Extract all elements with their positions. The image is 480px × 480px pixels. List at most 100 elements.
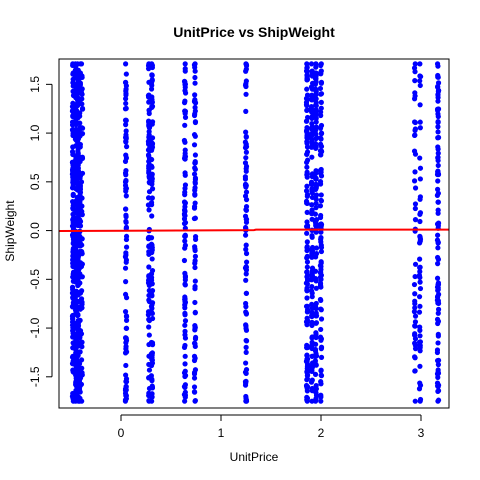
- data-point: [308, 368, 315, 374]
- data-point: [313, 229, 319, 235]
- data-point: [313, 102, 319, 108]
- data-point: [435, 367, 441, 373]
- data-point: [304, 86, 310, 92]
- data-point: [123, 128, 129, 134]
- data-point: [304, 192, 311, 198]
- data-point: [192, 166, 198, 172]
- data-point: [182, 147, 188, 153]
- data-point: [191, 98, 198, 104]
- data-point: [304, 107, 311, 113]
- data-point: [182, 81, 188, 87]
- data-point: [435, 154, 441, 160]
- data-point: [435, 383, 441, 389]
- data-point: [304, 68, 310, 74]
- data-point: [77, 189, 83, 195]
- data-point: [416, 386, 423, 392]
- data-point: [149, 391, 155, 397]
- data-point: [123, 335, 129, 341]
- data-point: [304, 157, 311, 163]
- data-point: [77, 280, 83, 286]
- data-point: [149, 178, 155, 185]
- data-point: [435, 223, 441, 229]
- data-point: [313, 331, 319, 337]
- data-point: [77, 120, 83, 126]
- data-point: [318, 62, 324, 69]
- data-point: [149, 103, 156, 109]
- data-point: [313, 115, 319, 121]
- data-point: [435, 129, 441, 135]
- y-tick-label: 1.5: [28, 76, 42, 93]
- data-point: [412, 69, 418, 75]
- data-point: [77, 317, 83, 323]
- data-point: [75, 101, 81, 108]
- data-point: [412, 78, 418, 84]
- data-point: [435, 92, 441, 98]
- data-point: [191, 357, 198, 364]
- data-point: [78, 357, 85, 363]
- data-point: [309, 335, 315, 341]
- data-point: [72, 334, 79, 340]
- data-point: [123, 317, 130, 323]
- data-point: [435, 340, 441, 346]
- data-point: [123, 83, 129, 89]
- data-point: [313, 300, 319, 307]
- data-point: [123, 236, 130, 243]
- data-point: [182, 274, 188, 280]
- data-point: [123, 325, 130, 331]
- data-point: [122, 179, 129, 185]
- data-point: [182, 232, 188, 238]
- data-point: [309, 190, 315, 196]
- data-point: [304, 352, 310, 359]
- data-point: [417, 125, 423, 131]
- data-point: [412, 398, 418, 404]
- data-point: [70, 315, 76, 321]
- data-point: [309, 144, 315, 150]
- data-point: [149, 97, 155, 103]
- data-point: [303, 319, 310, 325]
- data-point: [304, 169, 310, 175]
- data-point: [417, 333, 423, 339]
- data-point: [313, 73, 319, 79]
- data-point: [123, 132, 129, 138]
- data-point: [304, 219, 310, 225]
- data-point: [304, 253, 310, 259]
- data-point: [79, 242, 85, 248]
- data-point: [148, 163, 155, 169]
- data-point: [123, 219, 129, 226]
- data-point: [76, 361, 83, 367]
- data-point: [78, 339, 85, 345]
- y-tick-label: 1.0: [28, 124, 42, 141]
- data-point: [182, 68, 188, 74]
- data-point: [318, 346, 324, 352]
- data-point: [309, 233, 315, 239]
- data-point: [79, 301, 85, 307]
- data-point: [149, 82, 155, 88]
- data-point: [191, 215, 198, 222]
- data-point: [191, 375, 198, 381]
- data-point: [412, 323, 418, 329]
- data-point: [309, 180, 315, 186]
- data-point: [309, 154, 315, 160]
- data-point: [318, 373, 325, 379]
- data-point: [182, 122, 188, 128]
- data-point: [146, 207, 152, 213]
- data-point: [435, 306, 442, 312]
- trend-line-group: [58, 228, 449, 233]
- data-point: [243, 207, 249, 213]
- data-point: [435, 178, 441, 184]
- data-point: [191, 353, 198, 359]
- data-point: [312, 358, 319, 364]
- x-tick-label: 2: [318, 426, 325, 440]
- data-point: [313, 92, 319, 98]
- data-point: [313, 382, 319, 389]
- data-point: [304, 96, 311, 103]
- data-point: [304, 384, 310, 390]
- data-point: [309, 294, 315, 300]
- data-point: [313, 124, 320, 130]
- data-point: [318, 99, 324, 105]
- data-point: [317, 296, 324, 303]
- y-axis: -1.5 -1.0 -0.5 0.0 0.5 1.0 1.5: [28, 76, 53, 387]
- trend-line: [58, 228, 449, 233]
- data-point: [69, 108, 76, 114]
